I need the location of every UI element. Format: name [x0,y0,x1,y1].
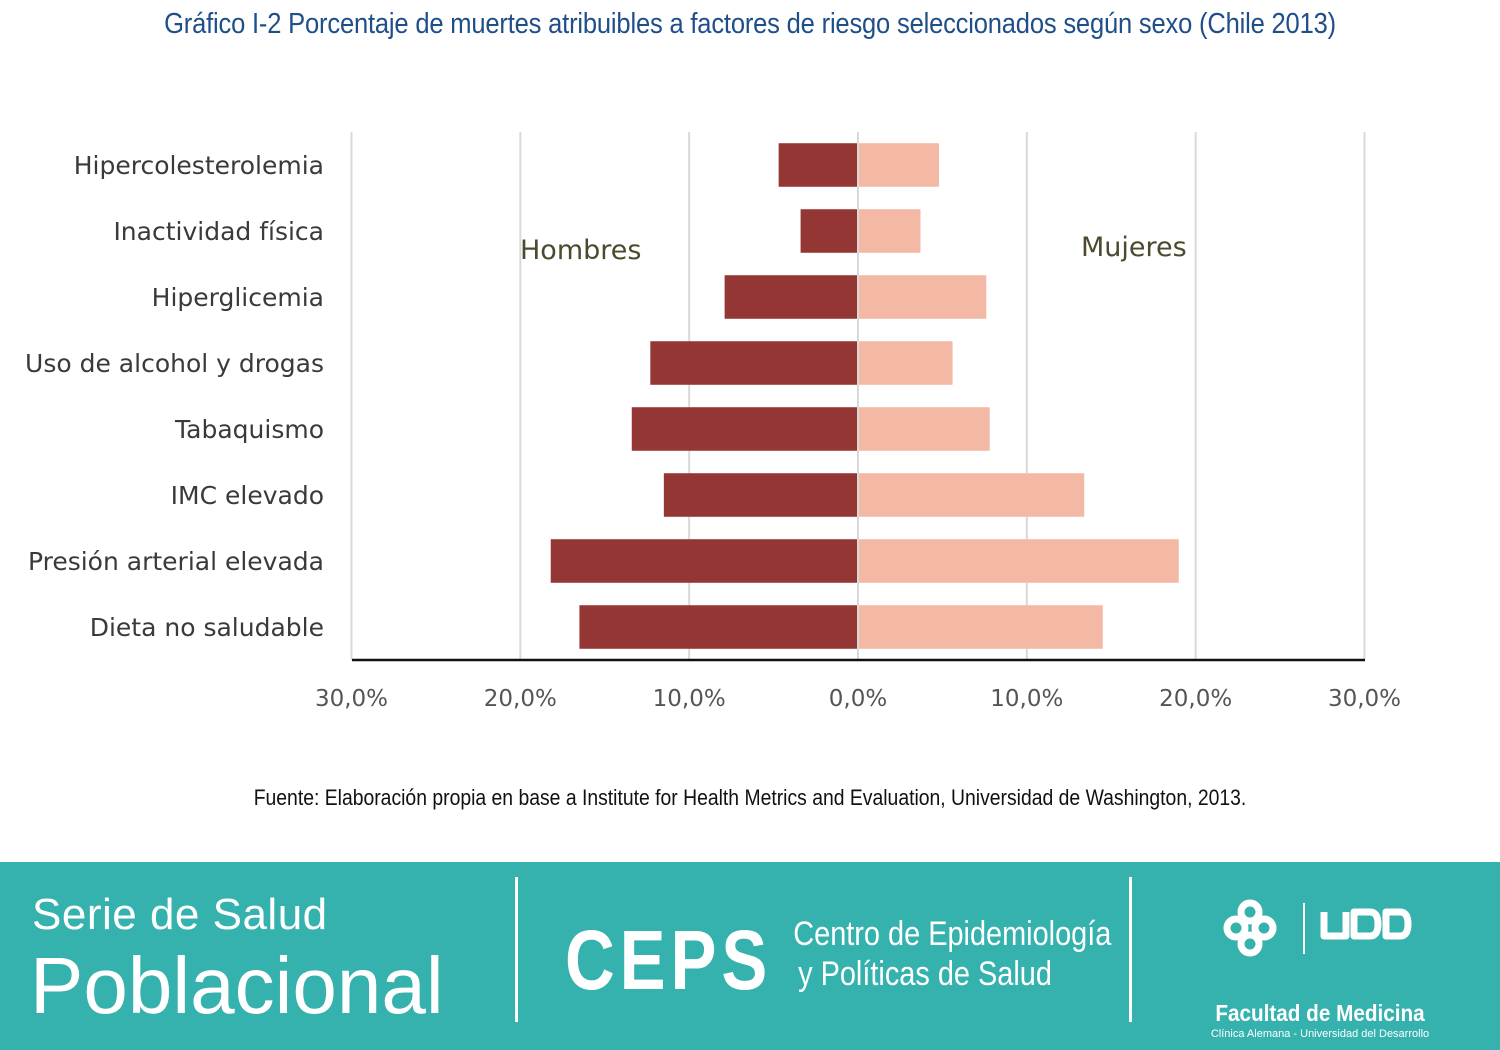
bar-hombres [550,539,858,583]
x-tick-label: 20,0% [484,686,557,712]
source-note: Fuente: Elaboración propia en base a Ins… [253,785,1247,810]
bar-mujeres [858,473,1085,517]
category-label: Uso de alcohol y drogas [25,349,324,378]
udd-logo-block: Facultad de Medicina Clínica Alemana - U… [1200,898,1440,1048]
chart-title: Gráfico I-2 Porcentaje de muertes atribu… [164,8,1336,40]
series-label-hombres: Hombres [520,235,641,266]
footer-banner: Serie de Salud Poblacional CEPS Centro d… [0,862,1500,1050]
bar-mujeres [858,275,987,319]
category-label: IMC elevado [171,481,324,510]
x-tick-label: 0,0% [829,686,887,712]
category-label: Presión arterial elevada [28,547,324,576]
footer-divider-1 [515,877,518,1022]
series-title-line1: Serie de Salud [32,890,328,939]
bar-hombres [650,341,858,385]
category-label: Tabaquismo [174,415,324,444]
x-tick-label: 30,0% [1328,686,1401,712]
ceps-logo: CEPS [565,913,773,1007]
bar-hombres [778,143,858,187]
bar-mujeres [858,209,921,253]
bar-hombres [724,275,858,319]
bar-mujeres [858,143,940,187]
udd-subtitle: Clínica Alemana - Universidad del Desarr… [1210,1028,1430,1040]
udd-logo-icon [1223,899,1412,957]
category-label: Dieta no saludable [90,613,324,642]
diverging-bar-chart: Hipercolesterolemia Inactividad física Hip… [25,132,1401,712]
ceps-name-line1: Centro de Epidemiología [793,915,1112,953]
series-label-mujeres: Mujeres [1081,232,1187,263]
bar-mujeres [858,539,1179,583]
series-title-line2: Poblacional [30,941,444,1030]
bar-mujeres [858,407,990,451]
bar-mujeres [858,605,1103,649]
x-tick-label: 20,0% [1159,686,1232,712]
ceps-name-line2: y Políticas de Salud [798,955,1052,993]
bar-mujeres [858,341,953,385]
footer-divider-2 [1129,877,1132,1022]
bar-hombres [579,605,858,649]
x-tick-label: 10,0% [990,686,1063,712]
bar-hombres [663,473,858,517]
bar-hombres [800,209,858,253]
bar-hombres [631,407,858,451]
category-label: Hiperglicemia [152,283,324,312]
ceps-full-name: Centro de Epidemiología y Políticas de S… [793,914,1112,994]
x-tick-label: 30,0% [315,686,388,712]
category-label: Hipercolesterolemia [74,151,324,180]
udd-faculty-name: Facultad de Medicina [1215,1000,1425,1026]
x-tick-label: 10,0% [653,686,726,712]
category-label: Inactividad física [113,217,324,246]
